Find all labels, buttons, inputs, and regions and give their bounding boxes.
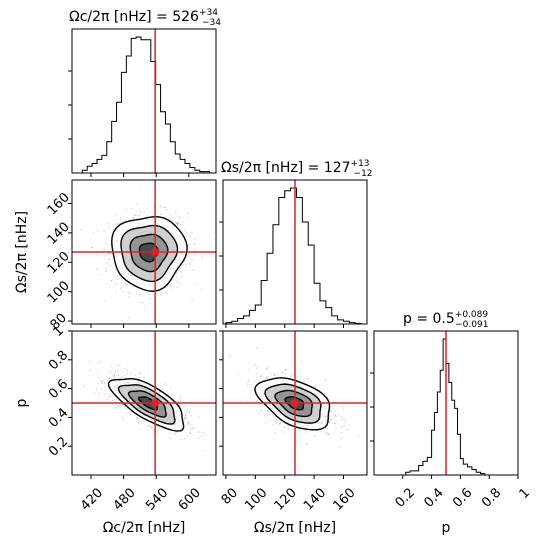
panel-omega_s-p-frame — [222, 330, 368, 476]
contour-omega_s-p-0 — [254, 377, 331, 431]
truth-marker-omega_c-p — [151, 399, 159, 407]
contour-omega_s-p-3 — [284, 396, 305, 411]
title-p-sub: −0.091 — [455, 320, 488, 330]
contour-omega_c-p-2 — [127, 390, 167, 418]
contour-omega_c-p-3 — [137, 396, 159, 411]
contour-omega_c-p-1 — [117, 384, 176, 425]
contour-omega_s-p-1 — [264, 383, 322, 424]
title-omega-c: Ωc/2π [nHz] = 526+34 −34 — [69, 8, 221, 28]
title-p-sup: +0.089 — [455, 310, 489, 320]
density-omega_c-omega_s — [72, 180, 216, 324]
ylabel-omega-s: Ωs/2π [nHz] — [14, 211, 30, 293]
panel-omega_c-p-frame — [71, 330, 217, 476]
panel-omega_c-omega_s-frame — [71, 179, 217, 325]
ylabel-p: p — [14, 398, 30, 407]
title-omega-s: Ωs/2π [nHz] = 127+13 −12 — [221, 159, 373, 179]
hist-step-omega_c — [81, 36, 210, 173]
title-p: p = 0.5+0.089 −0.091 — [403, 310, 488, 330]
xlabel-omega-c: Ωc/2π [nHz] — [103, 520, 186, 536]
xlabel-omega-s: Ωs/2π [nHz] — [254, 520, 336, 536]
panel-hist-omega-c — [68, 28, 217, 177]
hist-step-omega_s — [225, 187, 362, 324]
hist-omega_c-frame — [71, 28, 217, 174]
hist-p-frame — [373, 330, 519, 476]
title-omega-s-sup: +13 — [351, 159, 370, 169]
xlabel-p: p — [442, 520, 451, 536]
density-omega_s-p — [223, 331, 367, 475]
title-omega-s-sub: −12 — [354, 169, 373, 179]
contour-omega_c-p-0 — [107, 378, 185, 432]
hist-omega_s-frame — [222, 179, 368, 325]
contour-omega_s-p-2 — [274, 389, 313, 418]
truth-marker-omega_c-omega_s — [151, 248, 159, 256]
panel-hist-omega-s — [219, 179, 368, 328]
title-omega-c-sup: +34 — [199, 8, 218, 18]
density-omega_c-p — [72, 331, 216, 475]
truth-marker-omega_s-p — [291, 399, 299, 407]
title-omega-c-sub: −34 — [202, 18, 221, 28]
